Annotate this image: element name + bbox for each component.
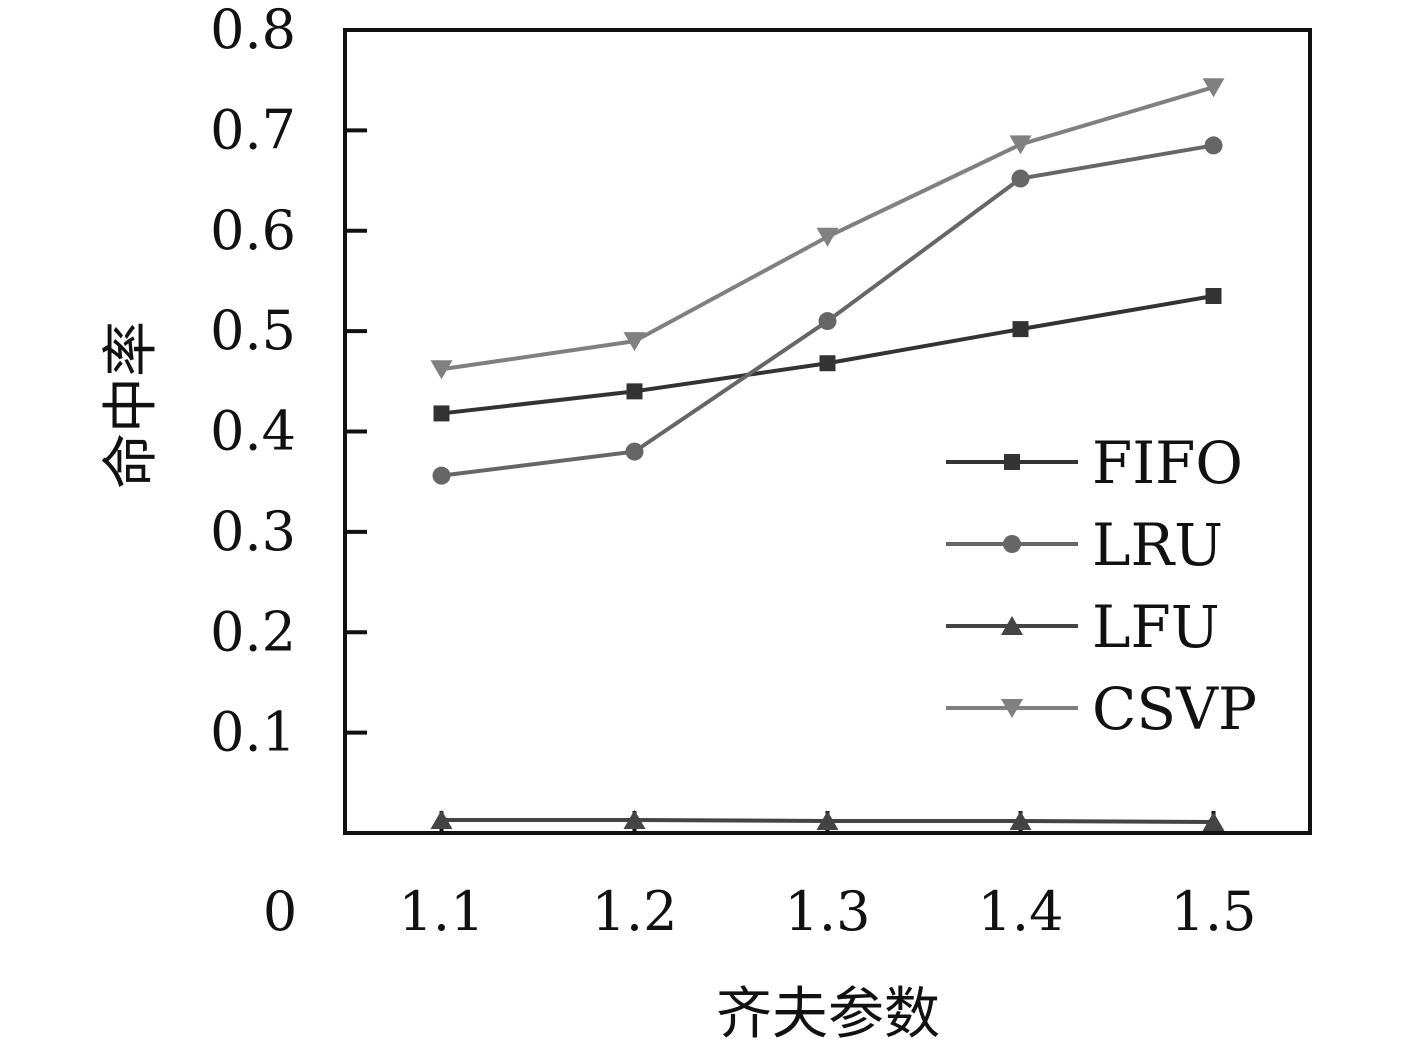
data-point-csvp (430, 360, 453, 380)
data-point-lfu (430, 809, 453, 829)
x-tick-label: 1.1 (399, 880, 485, 943)
y-tick-label: 0.3 (210, 500, 296, 563)
y-tick-label: 0.2 (210, 600, 296, 663)
series-markers (430, 78, 1225, 831)
x-tick-label: 1.4 (978, 880, 1064, 943)
x-tick-label: 1.5 (1171, 880, 1257, 943)
legend-label-csvp: CSVP (1092, 675, 1257, 743)
data-point-csvp (1202, 78, 1225, 98)
y-axis-ticks: 0.1 0.2 0.3 0.4 0.5 0.6 0.7 0.8 (210, 0, 367, 764)
data-point-csvp (816, 227, 839, 247)
legend-marker-lru (1003, 535, 1021, 553)
x-tick-label: 1.3 (785, 880, 871, 943)
legend-label-fifo: FIFO (1092, 429, 1243, 497)
y-tick-label: 0.1 (210, 701, 296, 764)
data-point-lru (1204, 136, 1223, 155)
origin-label: 0 (263, 880, 297, 943)
y-tick-label: 0.8 (210, 0, 296, 61)
data-point-lru (818, 312, 837, 331)
y-tick-label: 0.6 (210, 199, 296, 262)
data-point-fifo (819, 355, 836, 372)
data-point-csvp (1009, 135, 1032, 155)
x-axis-title: 齐夫参数 (716, 982, 940, 1047)
y-tick-label: 0.7 (210, 98, 296, 161)
data-point-lru (432, 466, 451, 485)
data-point-fifo (433, 405, 450, 422)
legend: FIFO LRU LFU CSVP (946, 429, 1257, 743)
y-tick-label: 0.5 (210, 299, 296, 362)
data-point-fifo (626, 383, 643, 400)
data-point-lfu (816, 810, 839, 830)
y-tick-label: 0.4 (210, 400, 296, 463)
legend-marker-csvp (1001, 699, 1023, 718)
data-point-lru (625, 442, 644, 461)
x-axis-ticks: 1.1 1.2 1.3 1.4 1.5 (399, 811, 1257, 943)
y-axis-title: 命中率 (99, 321, 164, 489)
legend-marker-fifo (1004, 454, 1020, 470)
legend-label-lfu: LFU (1092, 593, 1220, 661)
legend-marker-lfu (1001, 616, 1023, 635)
data-point-lfu (1009, 810, 1032, 830)
legend-label-lru: LRU (1092, 511, 1223, 579)
data-point-lfu (1202, 811, 1225, 831)
data-point-csvp (623, 332, 646, 352)
data-point-lfu (623, 809, 646, 829)
data-point-lru (1011, 169, 1030, 188)
series-line-lru (441, 143, 1214, 478)
x-tick-label: 1.2 (592, 880, 678, 943)
data-point-fifo (1205, 287, 1222, 304)
data-point-fifo (1012, 321, 1029, 338)
